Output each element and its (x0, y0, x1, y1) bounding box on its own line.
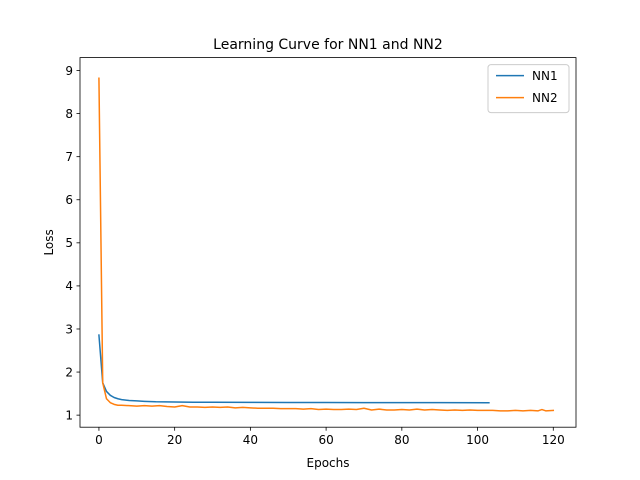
y-tick-label: 4 (65, 279, 73, 293)
y-tick-label: 6 (65, 193, 73, 207)
x-tick-label: 0 (95, 433, 103, 447)
y-axis: 1 2 3 4 5 6 7 8 9 (65, 64, 80, 422)
y-tick-label: 8 (65, 107, 73, 121)
legend-label-nn2: NN2 (532, 91, 558, 105)
y-tick-label: 3 (65, 322, 73, 336)
legend-label-nn1: NN1 (532, 69, 558, 83)
x-tick-label: 20 (167, 433, 182, 447)
x-tick-label: 40 (243, 433, 258, 447)
plot-background (80, 57, 576, 428)
y-tick-label: 1 (65, 408, 73, 422)
x-axis: 0 20 40 60 80 100 120 (95, 427, 565, 447)
y-tick-label: 7 (65, 150, 73, 164)
y-axis-label: Loss (42, 229, 56, 255)
plot-area (80, 57, 576, 428)
legend: NN1 NN2 (487, 64, 570, 114)
axes-frame (79, 57, 577, 428)
y-tick-label: 5 (65, 236, 73, 250)
axes-spines (79, 57, 577, 428)
x-tick-label: 60 (318, 433, 333, 447)
legend-box (487, 64, 570, 114)
x-axis-label: Epochs (307, 456, 350, 470)
y-tick-label: 2 (65, 365, 73, 379)
y-tick-label: 9 (65, 64, 73, 78)
chart-title: Learning Curve for NN1 and NN2 (213, 37, 443, 53)
series-layer (98, 77, 555, 412)
series-line-nn2 (98, 77, 555, 412)
series-line-nn1 (98, 334, 490, 404)
x-tick-label: 120 (542, 433, 565, 447)
x-tick-label: 100 (466, 433, 489, 447)
x-tick-label: 80 (394, 433, 409, 447)
